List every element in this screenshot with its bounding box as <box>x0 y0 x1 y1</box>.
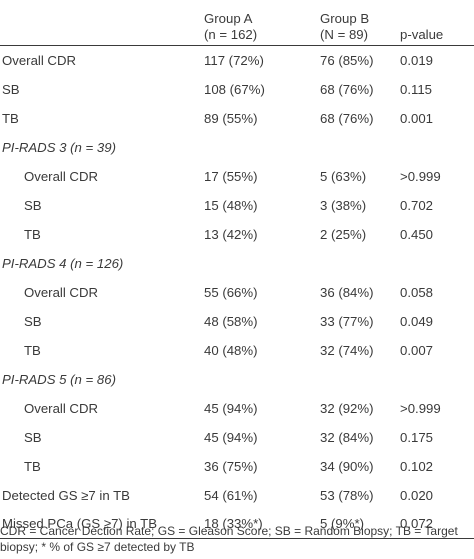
table-row: SB 108 (67%) 68 (76%) 0.115 <box>0 75 474 104</box>
group-b-value: 36 (84%) <box>320 284 374 300</box>
group-b-value: 32 (92%) <box>320 400 374 416</box>
header-group-a-n: (n = 162) <box>204 27 258 42</box>
group-a-value: 54 (61%) <box>204 487 258 503</box>
group-b-value: 34 (90%) <box>320 458 374 474</box>
pvalue-value: >0.999 <box>400 168 441 184</box>
group-a-value: 15 (48%) <box>204 197 258 213</box>
table-body: Overall CDR 117 (72%) 76 (85%) 0.019 SB 108 (… <box>0 46 474 539</box>
group-a-value: 89 (55%) <box>204 110 258 126</box>
group-b-value: 3 (38%) <box>320 197 367 213</box>
header-empty-cell <box>0 0 204 46</box>
table-row: Overall CDR 117 (72%) 76 (85%) 0.019 <box>0 46 474 75</box>
pvalue-value: 0.001 <box>400 110 434 126</box>
header-pvalue: p-value <box>400 0 474 46</box>
header-group-b-label: Group B <box>320 11 370 26</box>
table-row: SB 15 (48%) 3 (38%) 0.702 <box>0 191 474 220</box>
row-label: TB <box>24 458 41 474</box>
table-row: TB 40 (48%) 32 (74%) 0.007 <box>0 336 474 365</box>
group-b-value: 53 (78%) <box>320 487 374 503</box>
table-row: SB 48 (58%) 33 (77%) 0.049 <box>0 307 474 336</box>
row-label: Missed PCa (GS ≥7) in TB <box>2 516 158 532</box>
row-label: TB <box>24 226 41 242</box>
table-row: Detected GS ≥7 in TB 54 (61%) 53 (78%) 0.02… <box>0 481 474 510</box>
group-a-value: 13 (42%) <box>204 226 258 242</box>
table-section-row: PI-RADS 4 (n = 126) <box>0 249 474 278</box>
group-b-value: 32 (84%) <box>320 429 374 445</box>
table-section-row: PI-RADS 3 (n = 39) <box>0 133 474 162</box>
row-label: Overall CDR <box>24 168 99 184</box>
pvalue-value: 0.019 <box>400 52 434 68</box>
pvalue-value: 0.049 <box>400 313 434 329</box>
group-b-value: 33 (77%) <box>320 313 374 329</box>
row-label: SB <box>24 313 42 329</box>
group-a-value: 17 (55%) <box>204 168 258 184</box>
group-b-value: 68 (76%) <box>320 110 374 126</box>
group-a-value: 55 (66%) <box>204 284 258 300</box>
pvalue-value: 0.020 <box>400 487 434 503</box>
row-label: SB <box>2 81 20 97</box>
table-row: Overall CDR 45 (94%) 32 (92%) >0.999 <box>0 394 474 423</box>
group-a-value: 45 (94%) <box>204 400 258 416</box>
pvalue-value: 0.058 <box>400 284 434 300</box>
group-b-value: 76 (85%) <box>320 52 374 68</box>
header-group-a: Group A (n = 162) <box>204 0 320 46</box>
pvalue-value: 0.102 <box>400 458 434 474</box>
table-header-row: Group A (n = 162) Group B (N = 89) p-val… <box>0 0 474 46</box>
row-label: SB <box>24 197 42 213</box>
group-a-value: 18 (33%*) <box>204 516 263 532</box>
table-section-row: PI-RADS 5 (n = 86) <box>0 365 474 394</box>
header-group-b-n: (N = 89) <box>320 27 369 42</box>
group-a-value: 48 (58%) <box>204 313 258 329</box>
pvalue-value: 0.450 <box>400 226 434 242</box>
table-row: Missed PCa (GS ≥7) in TB 18 (33%*) 5 (9%*)… <box>0 510 474 539</box>
row-label: TB <box>2 110 19 126</box>
table-row: TB 89 (55%) 68 (76%) 0.001 <box>0 104 474 133</box>
row-label: Overall CDR <box>24 284 99 300</box>
pvalue-value: 0.702 <box>400 197 434 213</box>
group-a-value: 117 (72%) <box>204 52 264 68</box>
pvalue-value: >0.999 <box>400 400 441 416</box>
group-a-value: 40 (48%) <box>204 342 258 358</box>
section-label: PI-RADS 4 (n = 126) <box>2 255 124 271</box>
row-label: TB <box>24 342 41 358</box>
table-row: Overall CDR 55 (66%) 36 (84%) 0.058 <box>0 278 474 307</box>
group-b-value: 68 (76%) <box>320 81 374 97</box>
pvalue-value: 0.072 <box>400 516 434 532</box>
group-b-value: 32 (74%) <box>320 342 374 358</box>
pvalue-value: 0.115 <box>400 81 433 97</box>
group-b-value: 5 (63%) <box>320 168 367 184</box>
results-table-container: Group A (n = 162) Group B (N = 89) p-val… <box>0 0 474 539</box>
group-a-value: 45 (94%) <box>204 429 258 445</box>
pvalue-value: 0.175 <box>400 429 434 445</box>
table-row: Overall CDR 17 (55%) 5 (63%) >0.999 <box>0 162 474 191</box>
row-label: SB <box>24 429 42 445</box>
table-row: SB 45 (94%) 32 (84%) 0.175 <box>0 423 474 452</box>
row-label: Overall CDR <box>24 400 99 416</box>
table-row: TB 36 (75%) 34 (90%) 0.102 <box>0 452 474 481</box>
group-a-value: 108 (67%) <box>204 81 265 97</box>
row-label: Overall CDR <box>2 52 77 68</box>
results-table: Group A (n = 162) Group B (N = 89) p-val… <box>0 0 474 539</box>
pvalue-value: 0.007 <box>400 342 434 358</box>
section-label: PI-RADS 3 (n = 39) <box>2 139 116 155</box>
table-row: TB 13 (42%) 2 (25%) 0.450 <box>0 220 474 249</box>
header-group-b: Group B (N = 89) <box>320 0 400 46</box>
header-pvalue-label: p-value <box>400 27 444 42</box>
row-label: Detected GS ≥7 in TB <box>2 487 130 503</box>
group-a-value: 36 (75%) <box>204 458 258 474</box>
group-b-value: 5 (9%*) <box>320 516 364 532</box>
group-b-value: 2 (25%) <box>320 226 367 242</box>
table-footnote: CDR = Cancer Dection Rate; GS = Gleason … <box>0 524 458 554</box>
section-label: PI-RADS 5 (n = 86) <box>2 371 116 387</box>
header-group-a-label: Group A <box>204 11 253 26</box>
